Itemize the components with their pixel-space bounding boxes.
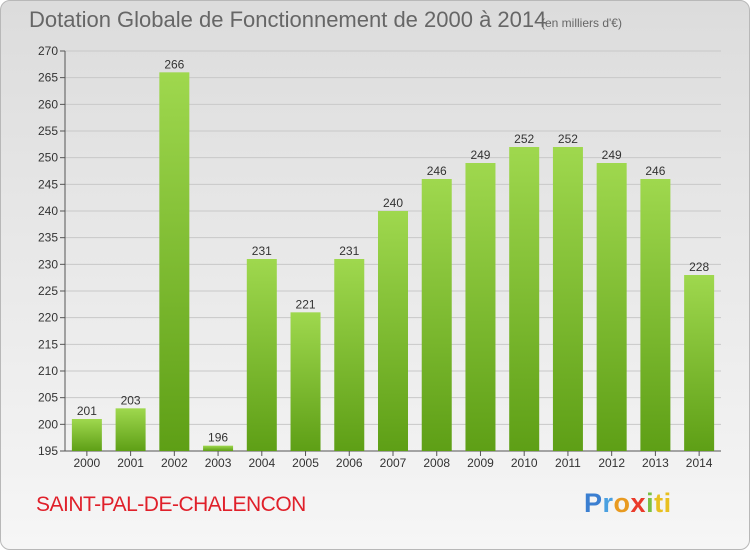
y-tick-label: 220 (38, 311, 58, 325)
y-tick-label: 265 (38, 71, 58, 85)
x-tick-label: 2003 (205, 456, 232, 470)
bar-2013 (640, 179, 671, 451)
y-tick-labels: 195 200 205 210 215 220 225 230 235 240 245 250 255 2… (38, 44, 58, 458)
x-tick-label: 2014 (686, 456, 713, 470)
value-label: 266 (164, 57, 184, 71)
y-tick-label: 235 (38, 231, 58, 245)
value-label: 196 (208, 431, 228, 445)
value-label: 249 (602, 148, 622, 162)
x-tick-label: 2007 (380, 456, 407, 470)
y-tick-label: 240 (38, 204, 58, 218)
bar-2005 (290, 312, 321, 451)
bar-2002 (159, 72, 190, 451)
y-tick-label: 245 (38, 177, 58, 191)
bar-2003 (203, 445, 234, 451)
y-tick-label: 215 (38, 337, 58, 351)
value-label: 246 (427, 164, 447, 178)
bar-2009 (465, 163, 496, 451)
bar-2007 (378, 211, 408, 451)
x-tick-label: 2012 (598, 456, 625, 470)
x-tick-label: 2013 (642, 456, 669, 470)
x-tick-label: 2004 (248, 456, 275, 470)
bar-2010 (509, 147, 540, 451)
y-tick-label: 230 (38, 257, 58, 271)
value-label: 246 (645, 164, 665, 178)
value-label: 240 (383, 196, 403, 210)
value-label: 228 (689, 260, 709, 274)
x-tick-label: 2006 (336, 456, 363, 470)
y-tick-label: 210 (38, 364, 58, 378)
y-tick-label: 205 (38, 391, 58, 405)
value-label: 252 (558, 132, 578, 146)
bar-2000 (71, 419, 102, 451)
value-label: 203 (121, 393, 141, 407)
y-tick-label: 270 (38, 44, 58, 58)
chart-title: Dotation Globale de Fonctionnement de 20… (29, 7, 547, 32)
x-tick-label: 2000 (74, 456, 101, 470)
value-label: 249 (470, 148, 490, 162)
y-tick-label: 225 (38, 284, 58, 298)
y-tick-label: 250 (38, 151, 58, 165)
value-label: 221 (296, 297, 316, 311)
commune-name: SAINT-PAL-DE-CHALENCON (36, 493, 306, 516)
value-label: 252 (514, 132, 534, 146)
y-tick-label: 200 (38, 417, 58, 431)
bar-2006 (334, 259, 365, 451)
x-tick-label: 2002 (161, 456, 188, 470)
x-tick-label: 2010 (511, 456, 538, 470)
bar-2008 (421, 179, 452, 451)
value-label: 231 (339, 244, 359, 258)
bars (71, 72, 715, 451)
y-tick-label: 260 (38, 97, 58, 111)
bar-2011 (552, 147, 583, 451)
value-labels: 201 203 266 196 231 221 231 240 246 249 252 252 249 2… (77, 57, 710, 444)
bar-2014 (684, 275, 715, 451)
x-tick-label: 2008 (423, 456, 450, 470)
proxiti-logo: Proxiti (584, 488, 672, 518)
bar-2012 (596, 163, 627, 451)
y-tick-label: 195 (38, 444, 58, 458)
x-tick-label: 2001 (117, 456, 144, 470)
x-tick-label: 2011 (555, 456, 581, 470)
chart-unit: (en milliers d'€) (541, 16, 622, 30)
value-label: 201 (77, 404, 97, 418)
value-label: 231 (252, 244, 272, 258)
y-tick-label: 255 (38, 124, 58, 138)
x-tick-label: 2009 (467, 456, 494, 470)
x-tick-labels: 2000 2001 2002 2003 2004 2005 2006 2007 2008 2009… (74, 456, 713, 470)
bar-2004 (246, 259, 277, 451)
bar-2001 (115, 408, 146, 451)
x-tick-label: 2005 (292, 456, 319, 470)
